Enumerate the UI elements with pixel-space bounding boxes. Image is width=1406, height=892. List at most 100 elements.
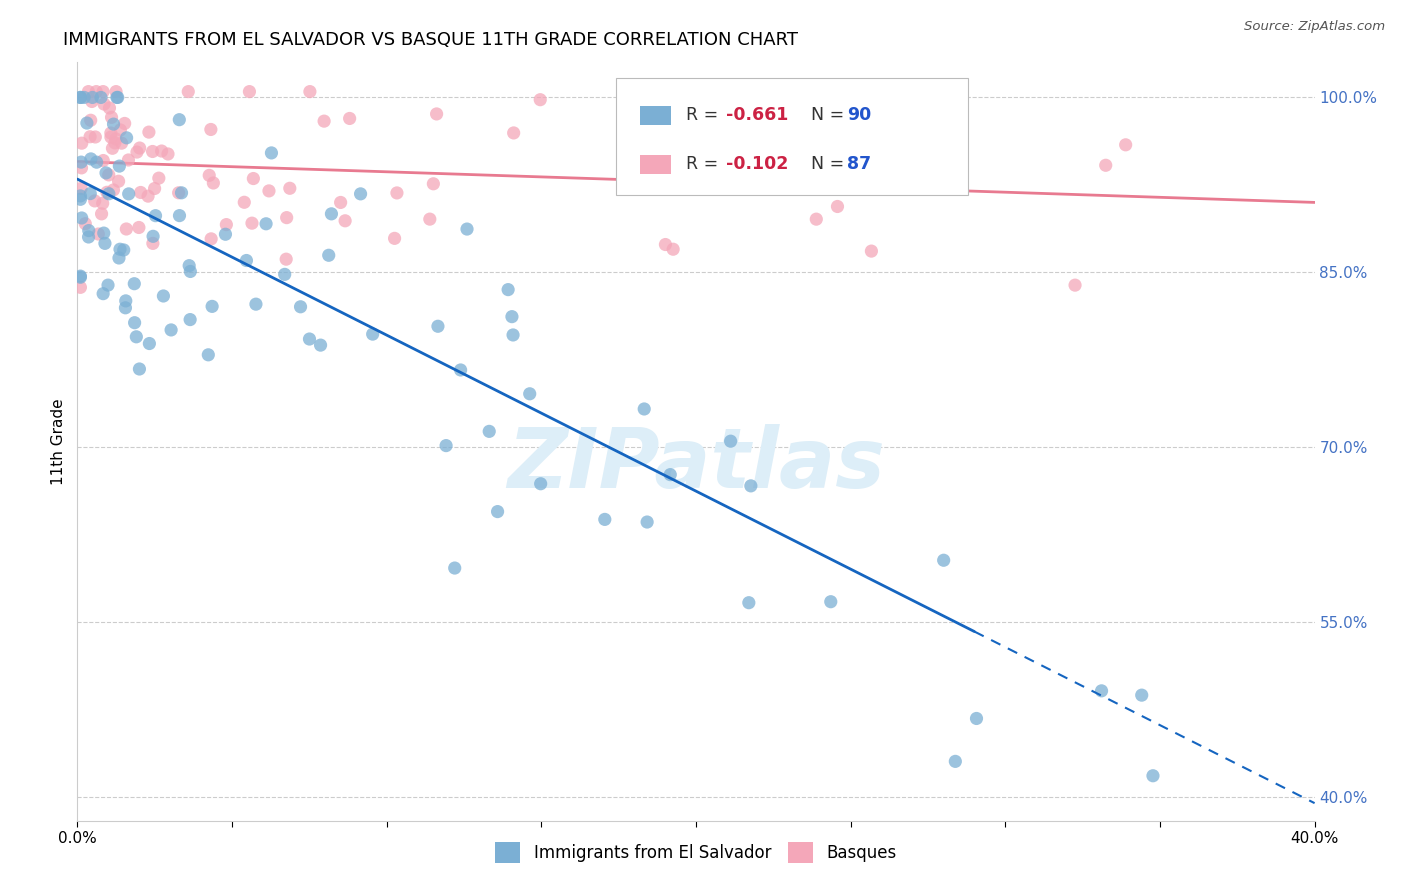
- Point: [1115, 137, 1137, 152]
- Point: [142, 229, 165, 244]
- Point: [419, 212, 441, 227]
- Point: [114, 293, 136, 308]
- Point: [169, 209, 191, 223]
- Point: [112, 243, 135, 257]
- Point: [179, 259, 201, 273]
- Point: [80, 152, 103, 166]
- Text: -0.661: -0.661: [725, 106, 787, 124]
- Point: [105, 85, 128, 99]
- Point: [100, 126, 122, 140]
- Point: [105, 90, 128, 104]
- Point: [257, 184, 280, 198]
- Point: [530, 476, 553, 491]
- Point: [108, 242, 131, 256]
- Point: [214, 227, 236, 242]
- Point: [385, 186, 408, 200]
- Point: [77, 85, 100, 99]
- Point: [108, 251, 131, 265]
- Point: [273, 268, 295, 282]
- Point: [107, 90, 129, 104]
- Point: [124, 316, 146, 330]
- Point: [129, 186, 152, 200]
- Point: [103, 117, 125, 131]
- Point: [128, 141, 150, 155]
- Point: [1094, 158, 1116, 172]
- Point: [86, 155, 108, 169]
- Point: [318, 248, 340, 262]
- Point: [69, 280, 91, 294]
- Point: [90, 90, 112, 104]
- Text: R =: R =: [686, 155, 724, 173]
- Point: [142, 145, 165, 159]
- Point: [434, 439, 457, 453]
- Legend: Immigrants from El Salvador, Basques: Immigrants from El Salvador, Basques: [489, 836, 903, 869]
- Point: [80, 95, 103, 109]
- Point: [496, 283, 519, 297]
- Point: [245, 297, 267, 311]
- Point: [128, 220, 150, 235]
- Text: -0.102: -0.102: [725, 155, 787, 173]
- Point: [156, 147, 179, 161]
- Point: [943, 755, 966, 769]
- Point: [806, 212, 828, 227]
- Point: [1064, 278, 1087, 293]
- Point: [91, 153, 114, 168]
- Point: [70, 211, 93, 225]
- Point: [83, 194, 105, 208]
- Text: N =: N =: [800, 155, 849, 173]
- Point: [519, 386, 541, 401]
- Point: [115, 131, 138, 145]
- Point: [73, 90, 96, 104]
- Point: [167, 186, 190, 200]
- Point: [860, 244, 883, 259]
- Text: 87: 87: [846, 155, 872, 173]
- Point: [142, 236, 165, 251]
- Point: [145, 209, 167, 223]
- Point: [69, 270, 91, 285]
- Point: [69, 269, 91, 284]
- Point: [108, 159, 131, 173]
- Point: [138, 336, 160, 351]
- Point: [82, 90, 104, 104]
- Point: [114, 301, 136, 315]
- Point: [200, 232, 222, 246]
- Point: [177, 85, 200, 99]
- Point: [136, 189, 159, 203]
- Point: [77, 230, 100, 244]
- Point: [125, 145, 148, 159]
- Point: [98, 101, 121, 115]
- Point: [100, 111, 122, 125]
- Point: [79, 129, 101, 144]
- Point: [361, 327, 384, 342]
- Point: [138, 125, 160, 139]
- Point: [593, 512, 616, 526]
- Point: [820, 595, 842, 609]
- Point: [143, 181, 166, 195]
- Point: [80, 113, 103, 128]
- Point: [803, 128, 825, 143]
- Point: [422, 177, 444, 191]
- Point: [100, 130, 122, 145]
- Point: [827, 199, 849, 213]
- Point: [69, 189, 91, 203]
- Point: [115, 222, 138, 236]
- Point: [101, 141, 124, 155]
- Point: [197, 348, 219, 362]
- Point: [110, 136, 132, 151]
- Point: [97, 168, 120, 182]
- Point: [529, 93, 551, 107]
- Point: [97, 278, 120, 293]
- Point: [1090, 683, 1112, 698]
- Text: Source: ZipAtlas.com: Source: ZipAtlas.com: [1244, 20, 1385, 33]
- Point: [118, 186, 141, 201]
- Point: [152, 289, 174, 303]
- Point: [77, 224, 100, 238]
- Point: [238, 85, 260, 99]
- Point: [215, 218, 238, 232]
- Point: [93, 97, 115, 112]
- Point: [636, 515, 658, 529]
- Point: [966, 711, 988, 725]
- Point: [478, 425, 501, 439]
- Point: [1142, 769, 1164, 783]
- Point: [486, 505, 509, 519]
